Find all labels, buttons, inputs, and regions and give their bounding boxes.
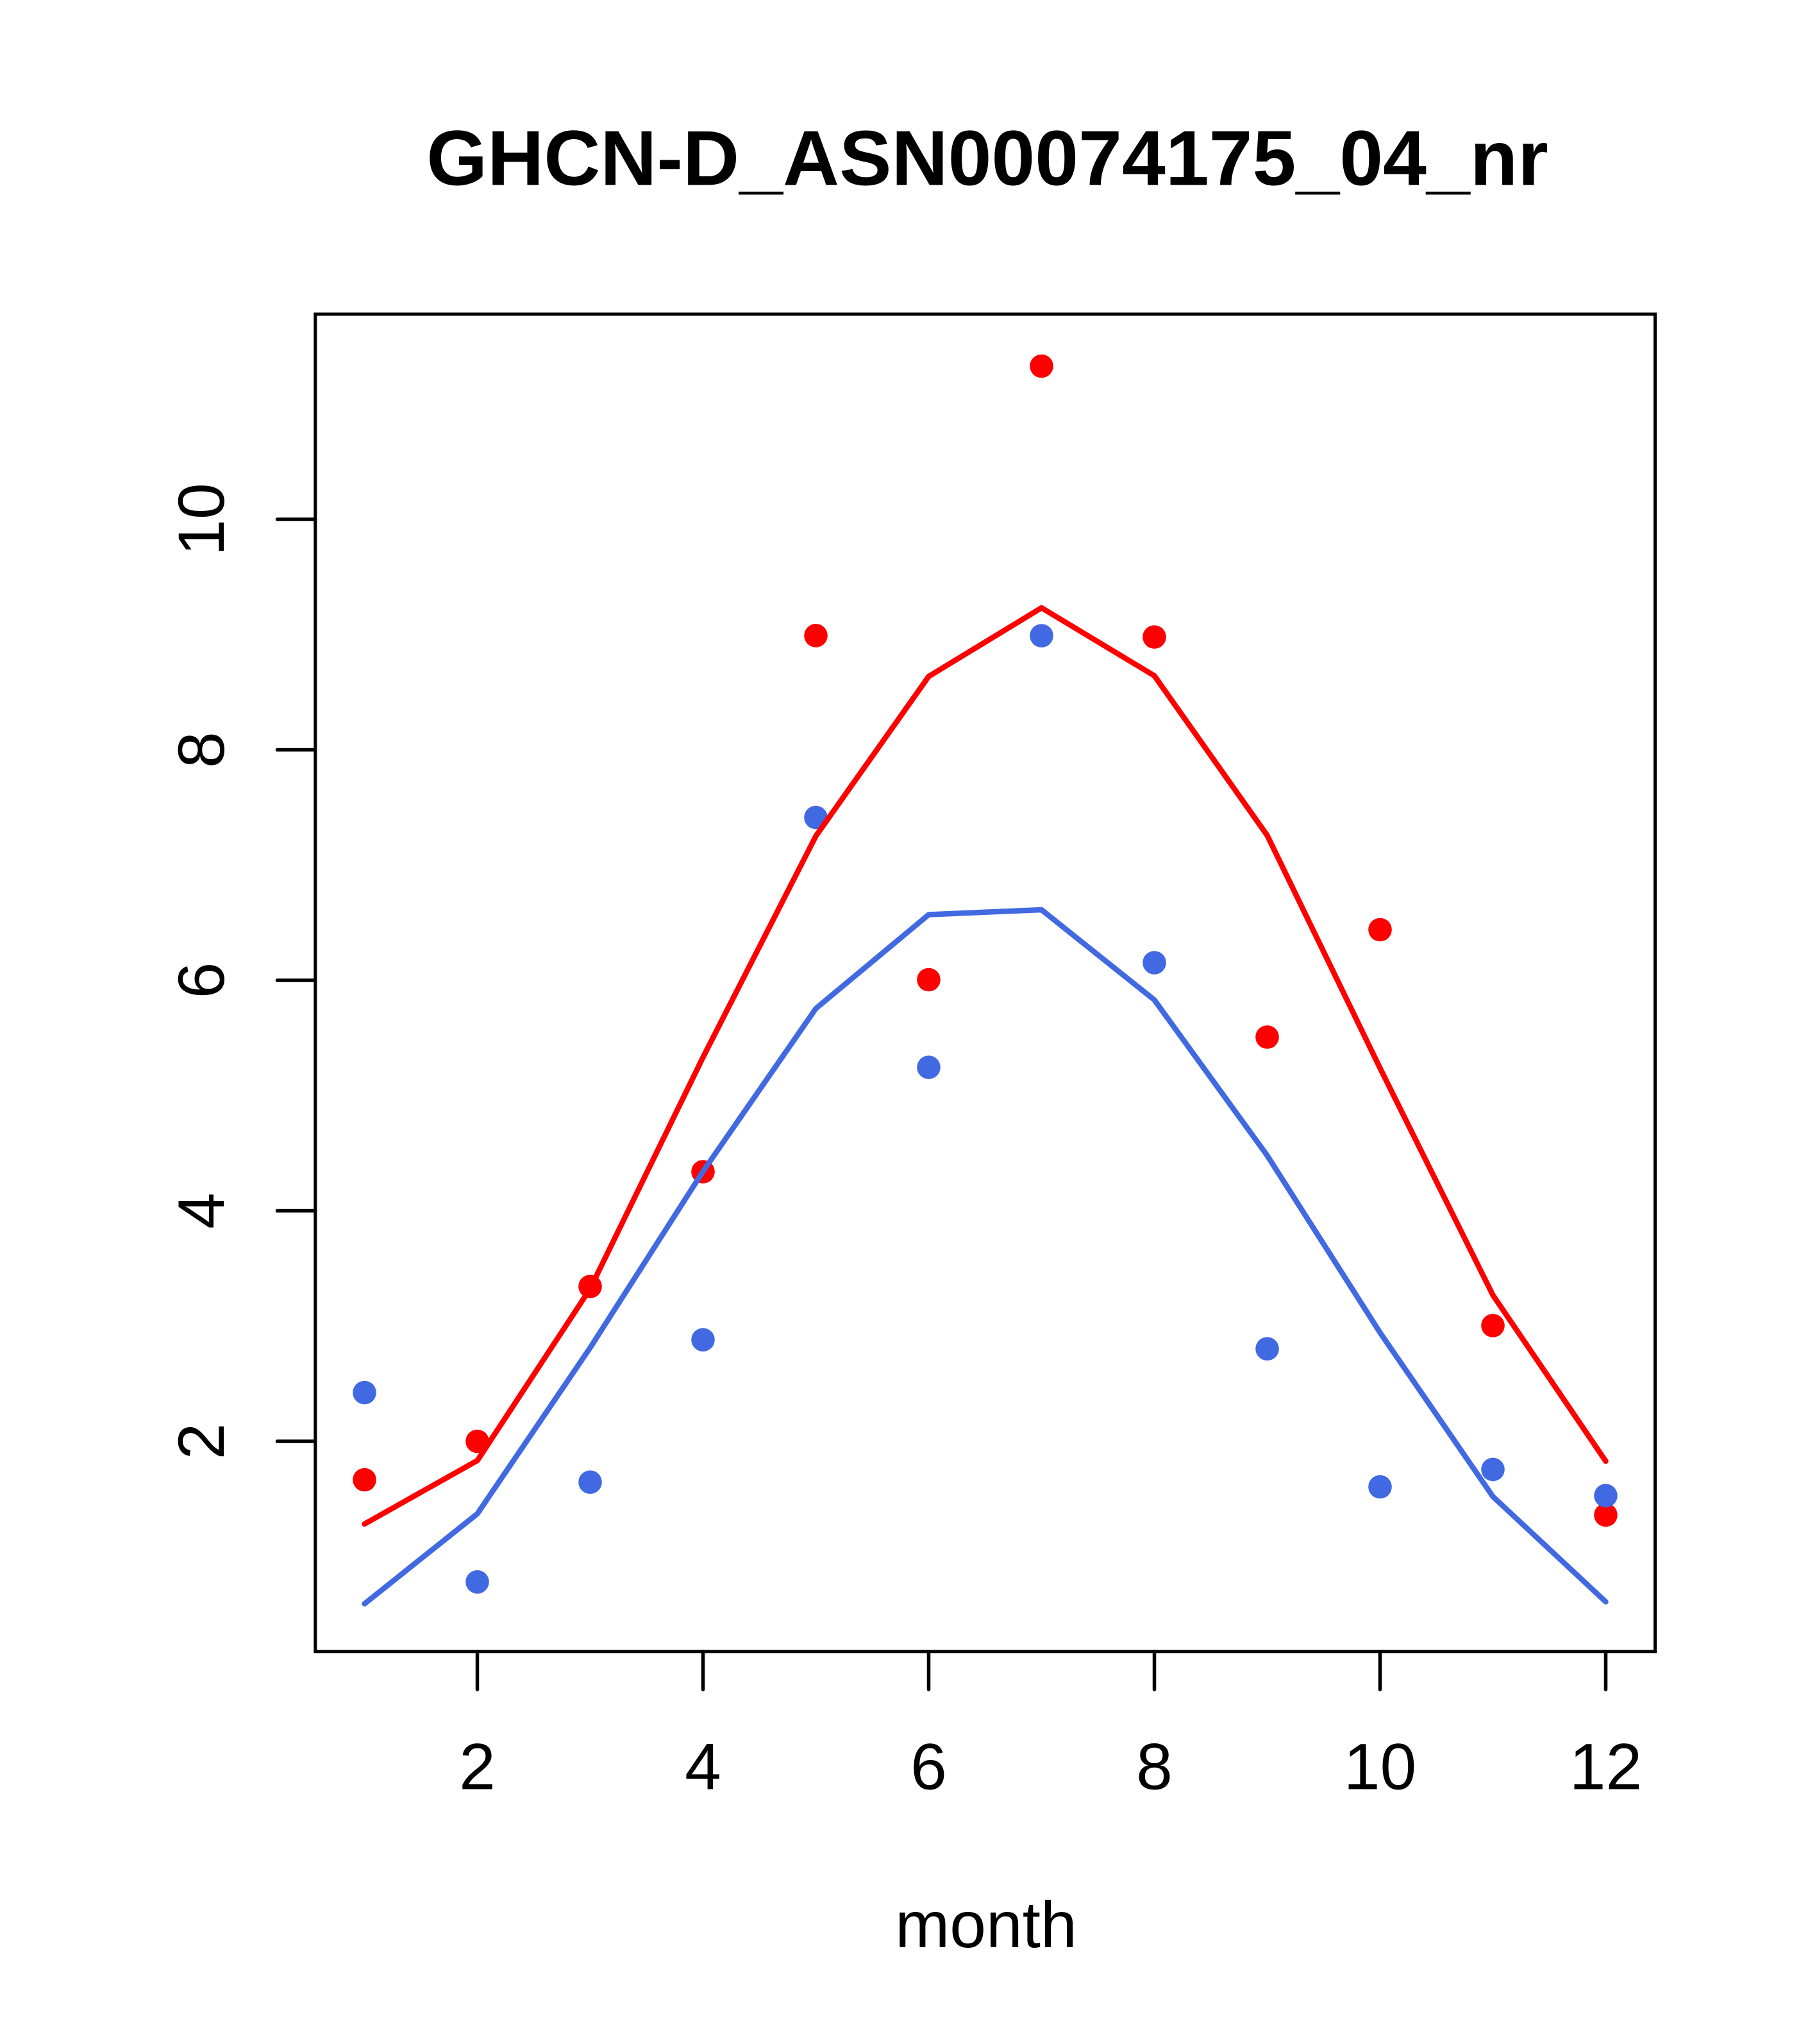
svg-text:10: 10 xyxy=(165,483,238,555)
svg-text:2: 2 xyxy=(459,1730,496,1804)
svg-text:12: 12 xyxy=(1570,1730,1642,1804)
svg-text:month: month xyxy=(895,1888,1077,1961)
svg-text:4: 4 xyxy=(165,1193,238,1229)
svg-text:4: 4 xyxy=(685,1730,721,1804)
svg-text:8: 8 xyxy=(1136,1730,1173,1804)
svg-text:10: 10 xyxy=(1344,1730,1416,1804)
svg-text:6: 6 xyxy=(910,1730,947,1804)
svg-text:8: 8 xyxy=(165,732,238,768)
svg-text:6: 6 xyxy=(165,962,238,999)
svg-text:2: 2 xyxy=(165,1423,238,1460)
svg-text:GHCN-D_ASN00074175_04_nr: GHCN-D_ASN00074175_04_nr xyxy=(426,115,1548,202)
